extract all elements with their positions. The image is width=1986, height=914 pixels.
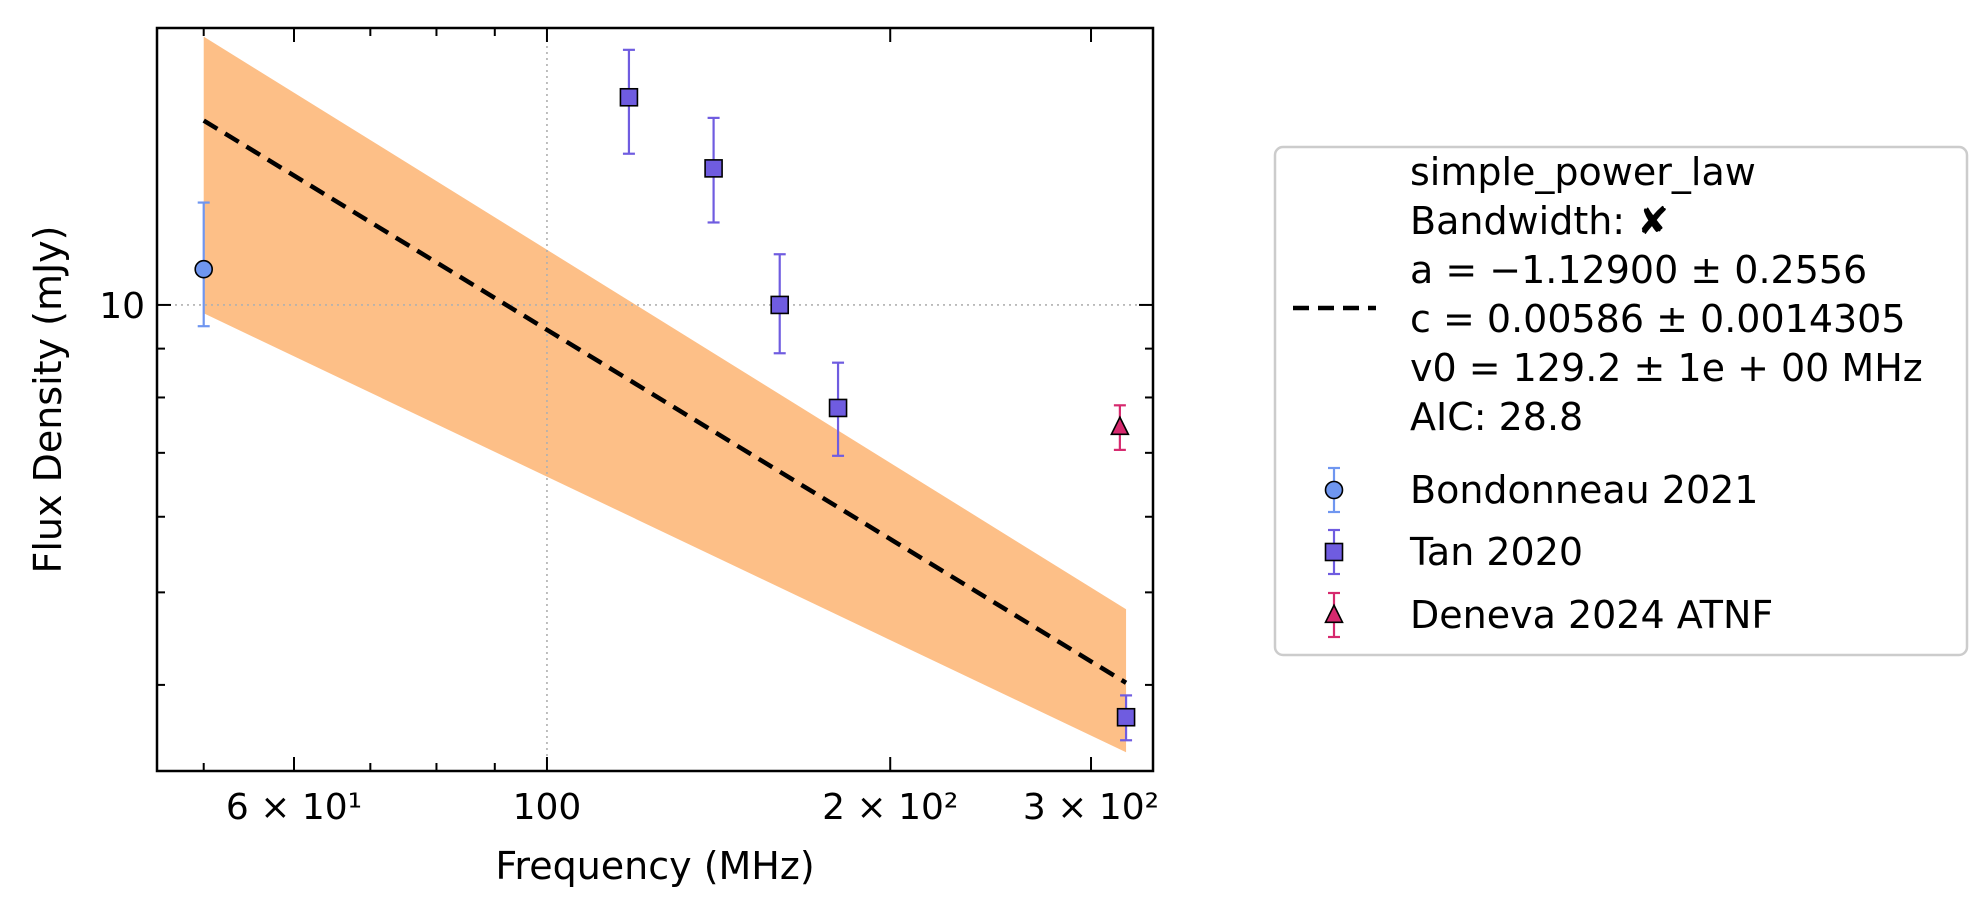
- legend-marker: [1324, 480, 1344, 500]
- legend-fit-text: AIC: 28.8: [1410, 395, 1583, 439]
- data-point: [619, 48, 639, 155]
- data-marker: [1116, 707, 1136, 727]
- data-point: [194, 201, 214, 328]
- ticks-layer: [157, 28, 1153, 771]
- x-tick-label: 2 × 10²: [822, 787, 958, 828]
- x-tick-label: 3 × 10²: [1023, 787, 1159, 828]
- legend-fit-text: Bandwidth: ✘: [1410, 199, 1669, 243]
- legend-marker: [1324, 542, 1344, 562]
- legend-fit-text: a = −1.12900 ± 0.2556: [1410, 248, 1867, 292]
- legend-fit-text: c = 0.00586 ± 0.0014305: [1410, 297, 1906, 341]
- legend-fit-text: v0 = 129.2 ± 1e + 00 MHz: [1410, 346, 1923, 390]
- uncertainty-band-layer: [203, 36, 1127, 753]
- data-point: [1110, 404, 1130, 451]
- legend-series-item: Tan 2020: [1324, 528, 1583, 576]
- legend-marker: [1324, 603, 1344, 624]
- plot-frame: [155, 26, 1155, 773]
- legend-series-label: Bondonneau 2021: [1410, 468, 1758, 512]
- grid-layer: [157, 28, 1153, 771]
- legend-fit-text: simple_power_law: [1410, 150, 1756, 194]
- data-marker: [828, 398, 848, 418]
- data-point: [770, 253, 790, 355]
- x-tick-label: 6 × 10¹: [226, 787, 362, 828]
- legend-series-item: Deneva 2024 ATNF: [1324, 591, 1773, 639]
- data-marker: [1110, 415, 1130, 436]
- data-point: [704, 116, 723, 224]
- x-axis-label: Frequency (MHz): [495, 844, 814, 888]
- x-tick-label: 100: [513, 787, 582, 828]
- legend-items: simple_power_law Bandwidth: ✘ a = −1.12900…: [1293, 150, 1923, 639]
- y-axis-label: Flux Density (mJy): [26, 226, 70, 574]
- legend-box: [1273, 145, 1969, 657]
- legend: simple_power_law Bandwidth: ✘ a = −1.12900…: [1273, 145, 1969, 657]
- data-points-layer: [194, 48, 1136, 742]
- y-tick-label: 10: [99, 286, 145, 327]
- legend-series-label: Deneva 2024 ATNF: [1410, 593, 1773, 637]
- data-point: [1116, 694, 1136, 742]
- data-marker: [194, 259, 214, 279]
- fit-line-layer: [202, 118, 1128, 685]
- data-marker: [619, 87, 639, 107]
- tick-labels-layer: 6 × 10¹ 100 2 × 10² 3 × 10² 10: [99, 286, 1159, 828]
- data-marker: [704, 159, 723, 178]
- fit-uncertainty-band: [203, 36, 1127, 753]
- data-point: [828, 361, 848, 457]
- legend-series-item: Bondonneau 2021: [1324, 466, 1758, 514]
- legend-series-label: Tan 2020: [1409, 530, 1583, 574]
- data-marker: [770, 295, 790, 315]
- fit-line: [202, 118, 1128, 685]
